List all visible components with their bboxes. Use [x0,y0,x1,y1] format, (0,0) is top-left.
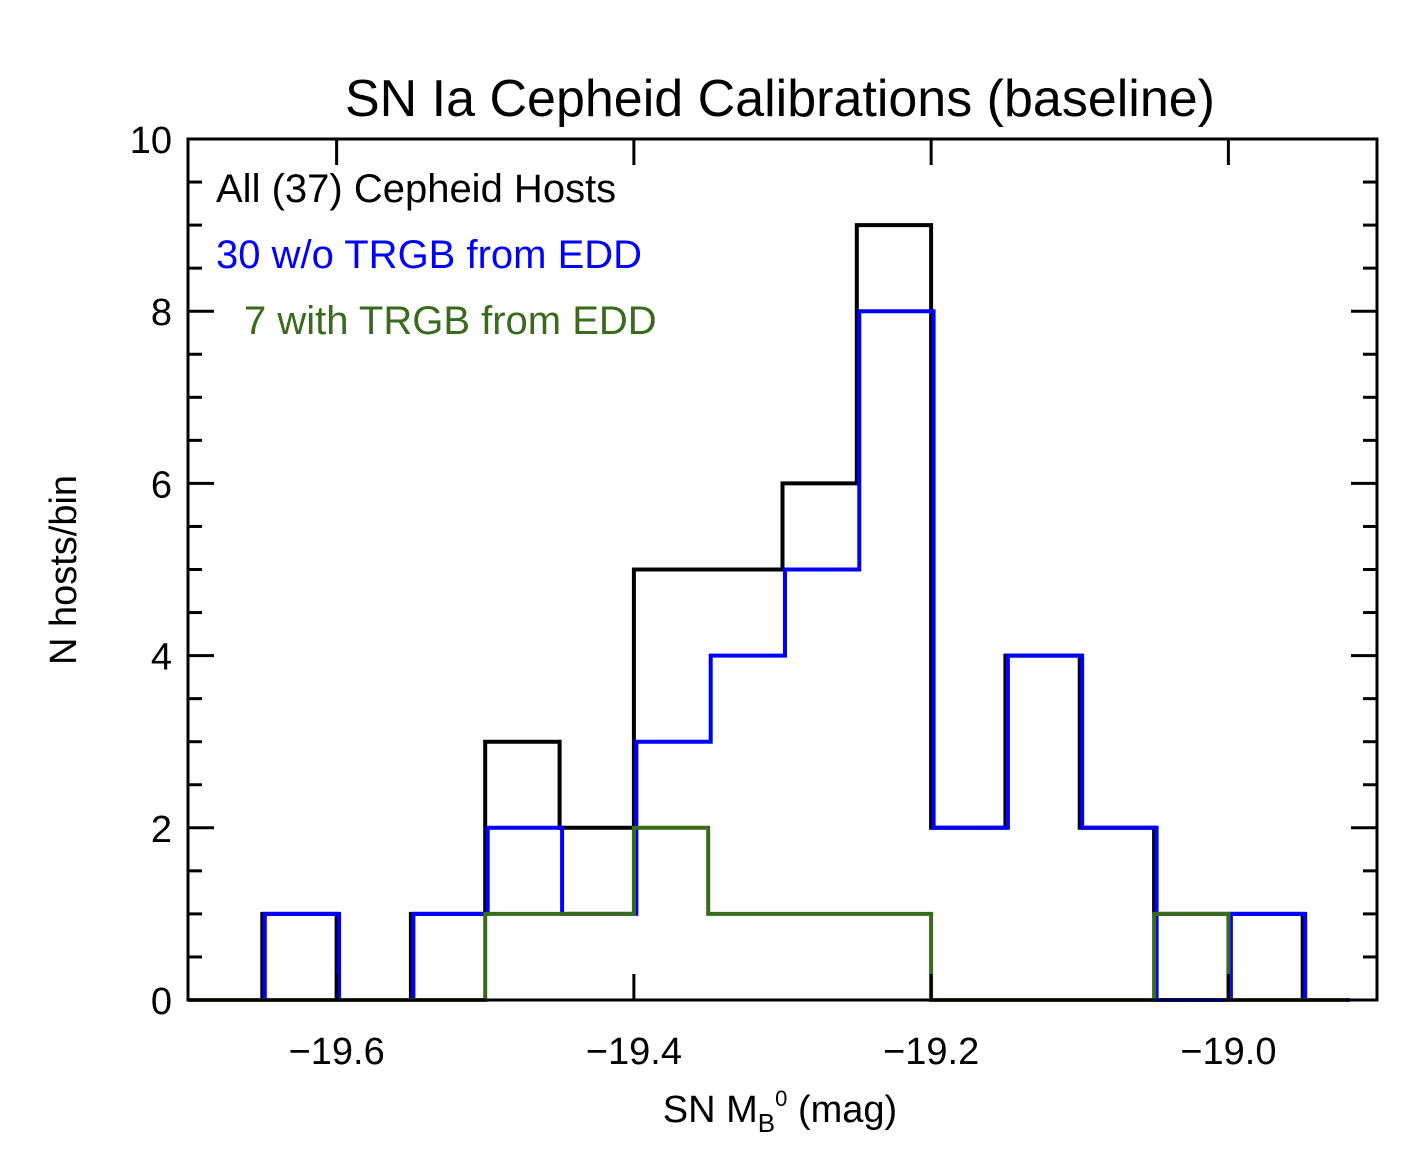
y-tick-label: 8 [151,292,172,334]
y-tick-label: 4 [151,637,172,679]
chart-title: SN Ia Cepheid Calibrations (baseline) [345,70,1215,128]
legend-entry-3: 7 with TRGB from EDD [244,299,657,343]
y-axis-label: N hosts/bin [43,475,85,665]
y-tick-label: 10 [130,120,172,162]
legend-entry-1: All (37) Cepheid Hosts [216,167,616,211]
x-axis-label: SN MB0 (mag) [663,1086,897,1138]
x-axis-label-units: (mag) [787,1089,897,1131]
x-axis-label-superscript: 0 [775,1086,787,1111]
histogram-series-2 [190,309,1350,1002]
axis-ticks [188,137,1377,1002]
x-tick-label: −19.6 [289,1031,385,1073]
x-axis-label-subscript: B [758,1108,775,1138]
x-tick-label: −19.2 [883,1031,979,1073]
histogram-series-3 [188,825,1348,1002]
y-tick-label: 2 [151,809,172,851]
x-tick-label: −19.4 [586,1031,682,1073]
x-tick-label: −19.0 [1180,1031,1276,1073]
y-tick-label: 6 [151,464,172,506]
axis-tick-labels: 0 2 4 6 8 10 −19.6 −19.4 −19.2 −19.0 [130,120,1277,1073]
legend-entry-2: 30 w/o TRGB from EDD [216,233,642,277]
x-axis-label-main: SN M [663,1089,758,1131]
y-tick-label: 0 [151,981,172,1023]
legend: All (37) Cepheid Hosts 30 w/o TRGB from E… [216,167,657,343]
